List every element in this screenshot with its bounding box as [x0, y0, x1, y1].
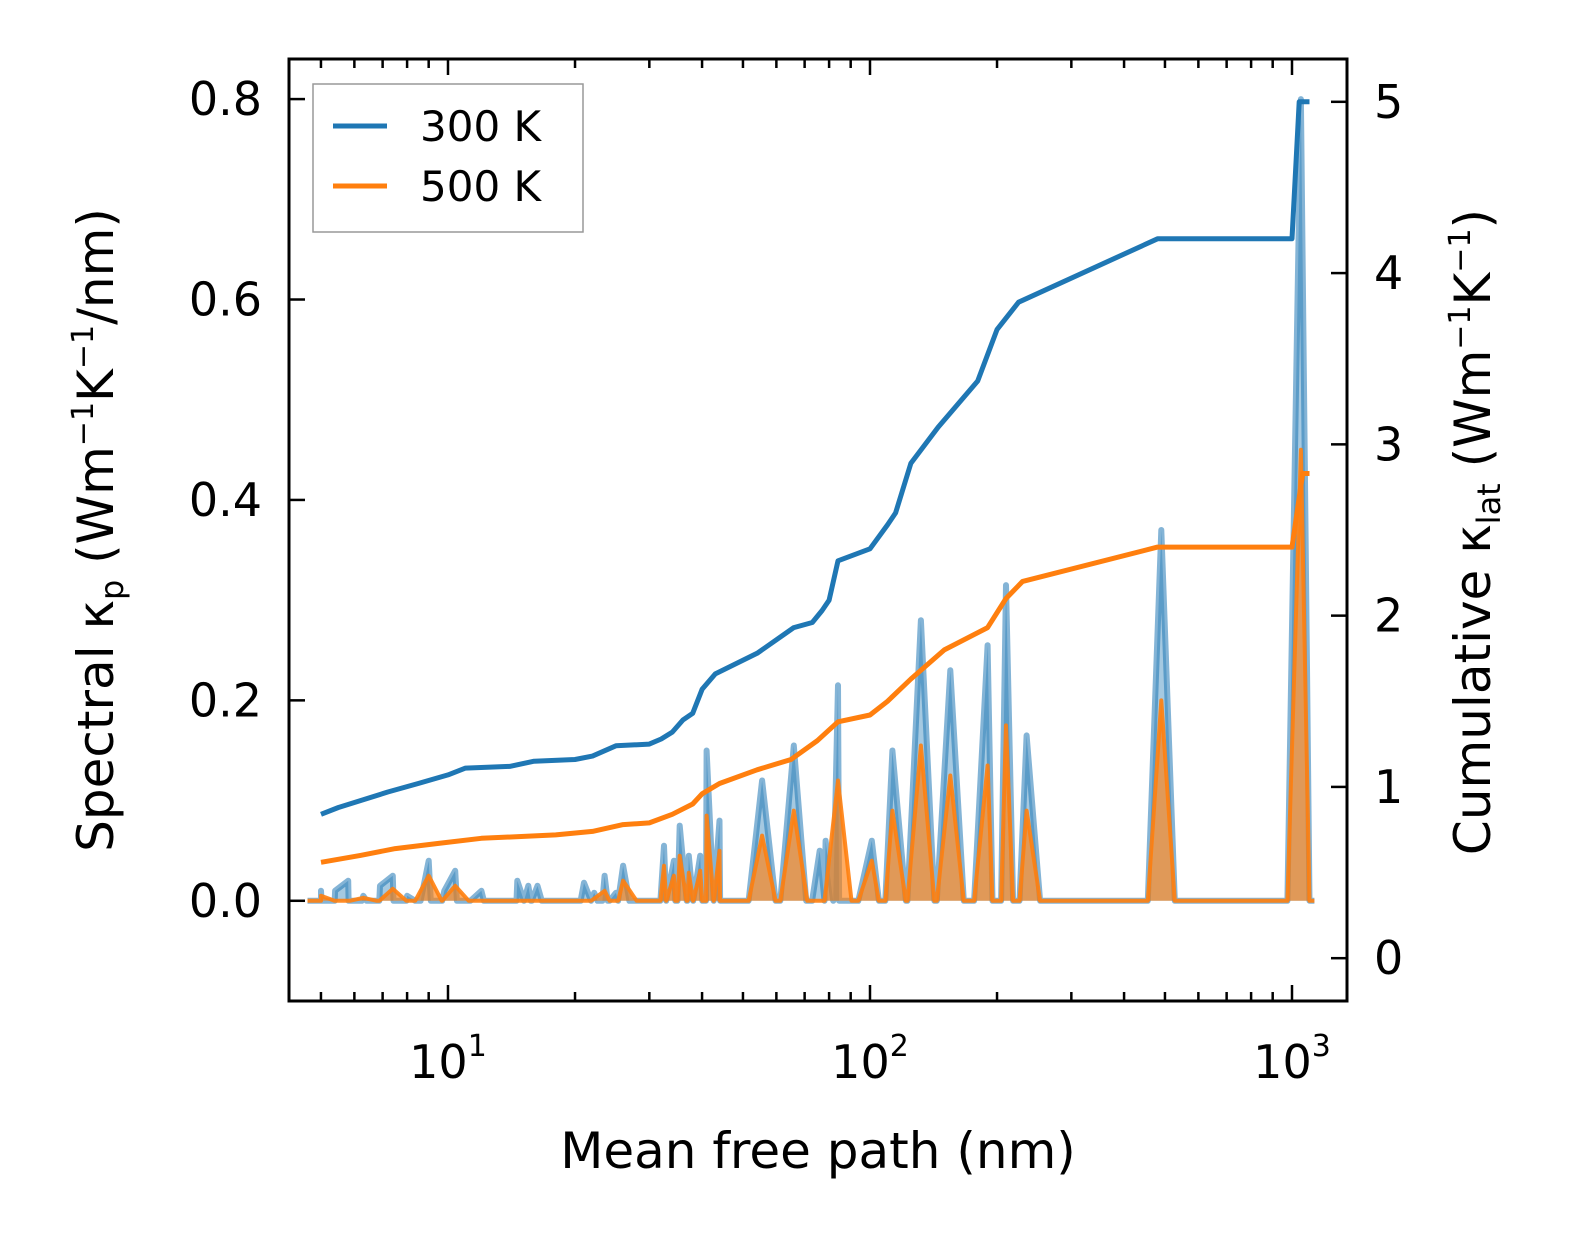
- cumulative-layer: [320, 99, 1310, 865]
- y-right-tick-label: 0: [1374, 931, 1403, 985]
- y-right-title-sub: lat: [1470, 483, 1508, 524]
- legend-box: [312, 83, 584, 233]
- ticks-layer: [289, 59, 1347, 1001]
- y-left-tick-label: 0.0: [189, 874, 262, 928]
- y-left-title-sup1: −1: [66, 402, 101, 446]
- x-axis-title: Mean free path (nm): [560, 1122, 1076, 1180]
- y-right-title-sup2: −1: [1443, 228, 1478, 272]
- cumulative-line-500k: [320, 471, 1310, 865]
- y-right-title-tail: ): [1444, 209, 1502, 229]
- y-right-title-mid: K: [1444, 271, 1502, 305]
- y-right-title-units: (Wm: [1444, 350, 1502, 484]
- y-axis-title-left: Spectral κp (Wm−1K−1/nm): [66, 208, 131, 852]
- x-tick-exponent: 2: [890, 1029, 909, 1064]
- y-right-tick-label: 4: [1374, 246, 1403, 300]
- legend-label-500k: 500 K: [420, 162, 543, 211]
- y-left-title-tail: /nm): [67, 208, 125, 325]
- spectral-line-500k: [307, 447, 1315, 903]
- y-right-title-prefix: Cumulative κ: [1444, 524, 1502, 855]
- y-right-tick-label: 5: [1374, 75, 1403, 129]
- x-tick-exponent: 3: [1312, 1029, 1331, 1064]
- plot-frame: [287, 57, 1349, 1003]
- y-left-title-sup2: −1: [66, 325, 101, 369]
- y-right-title-sup1: −1: [1443, 305, 1478, 349]
- x-tick-base: 10: [409, 1035, 468, 1089]
- y-right-tick-label: 2: [1374, 589, 1403, 643]
- y-left-tick-label: 0.6: [189, 273, 262, 327]
- y-left-tick-label: 0.2: [189, 673, 262, 727]
- x-tick-base: 10: [831, 1035, 890, 1089]
- legend-label-300k: 300 K: [420, 102, 543, 151]
- x-tick-exponent: 1: [468, 1029, 487, 1064]
- legend: 300 K 500 K: [312, 83, 584, 233]
- y-left-title-prefix: Spectral κ: [67, 600, 125, 852]
- y-left-title-mid: K: [67, 368, 125, 402]
- y-left-tick-label: 0.4: [189, 473, 262, 527]
- x-tick-base: 10: [1253, 1035, 1312, 1089]
- y-left-tick-label: 0.8: [189, 72, 262, 126]
- x-tick-label: 101: [409, 1029, 487, 1089]
- y-right-tick-label: 1: [1374, 760, 1403, 814]
- y-left-title-units: (Wm: [67, 446, 125, 580]
- y-right-tick-label: 3: [1374, 417, 1403, 471]
- spectral-layer: [307, 96, 1315, 904]
- x-tick-label: 103: [1253, 1029, 1331, 1089]
- y-left-title-sub: p: [93, 580, 131, 600]
- x-tick-label: 102: [831, 1029, 909, 1089]
- cumulative-line-300k: [320, 99, 1310, 817]
- y-axis-title-right: Cumulative κlat (Wm−1K−1): [1443, 209, 1508, 855]
